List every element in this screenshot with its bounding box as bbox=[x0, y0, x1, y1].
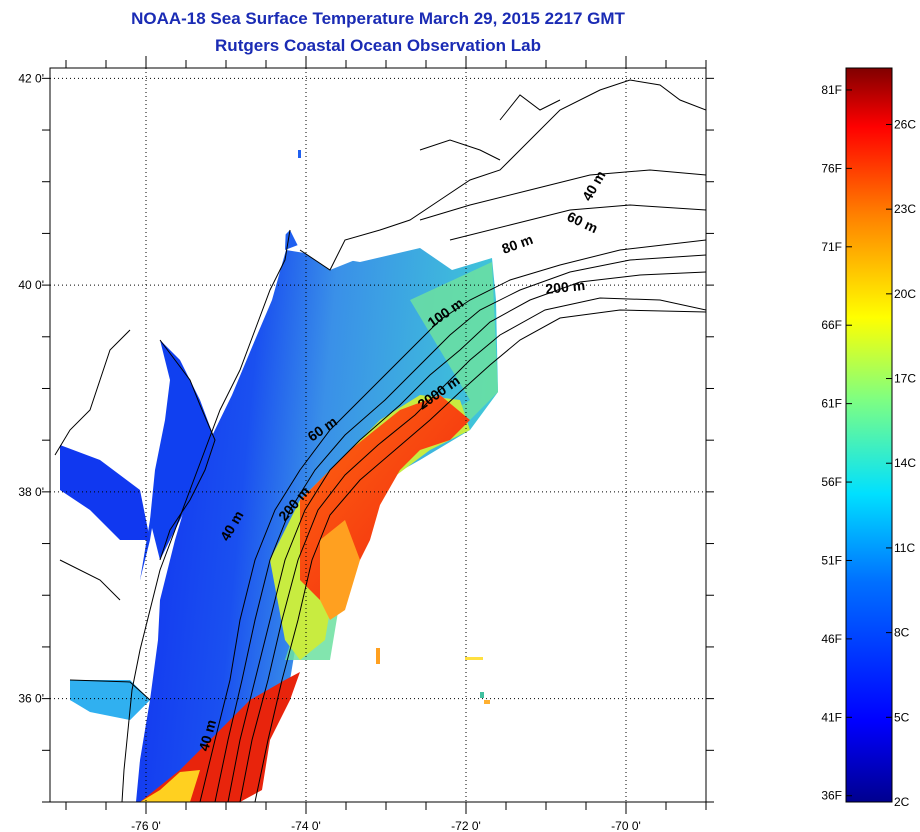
colorbar-c-label: 26C bbox=[894, 117, 916, 131]
map-frame bbox=[49, 67, 707, 803]
colorbar-c-label: 23C bbox=[894, 202, 916, 216]
colorbar-c-label: 14C bbox=[894, 456, 916, 470]
colorbar-c-label: 5C bbox=[894, 710, 910, 724]
colorbar-f-label: 56F bbox=[821, 475, 842, 489]
y-axis-labels: 42 0' 40 0' 38 0' 36 0' bbox=[18, 71, 44, 705]
x-tick-label: -72 0' bbox=[451, 819, 481, 832]
y-tick-label: 42 0' bbox=[18, 71, 44, 85]
bathymetry-contours bbox=[199, 169, 706, 802]
y-tick-label: 38 0' bbox=[18, 485, 44, 499]
colorbar-f-label: 66F bbox=[821, 318, 842, 332]
colorbar-c-label: 20C bbox=[894, 287, 916, 301]
x-tick-label: -76 0' bbox=[131, 819, 161, 832]
map-title-line1: NOAA-18 Sea Surface Temperature March 29… bbox=[131, 9, 625, 28]
colorbar-f-label: 61F bbox=[821, 397, 842, 411]
colorbar-c-label: 2C bbox=[894, 795, 910, 809]
x-tick-label: -70 0' bbox=[611, 819, 641, 832]
colorbar-f-label: 51F bbox=[821, 553, 842, 567]
colorbar-f-label: 71F bbox=[821, 240, 842, 254]
colorbar-scale bbox=[845, 67, 893, 803]
map-title-line2: Rutgers Coastal Ocean Observation Lab bbox=[215, 36, 541, 55]
colorbar-c-label: 8C bbox=[894, 626, 910, 640]
x-axis-labels: -76 0' -74 0' -72 0' -70 0' bbox=[131, 819, 641, 832]
colorbar-f-label: 76F bbox=[821, 161, 842, 175]
y-tick-label: 40 0' bbox=[18, 278, 44, 292]
colorbar-celsius-labels: 26C 23C 20C 17C 14C 11C 8C 5C 2C bbox=[886, 117, 916, 809]
contour-label-40m-south: 40 m bbox=[195, 718, 219, 753]
colorbar-fahrenheit-labels: 81F 76F 71F 66F 61F 56F 51F 46F 41F 36F bbox=[821, 83, 852, 803]
colorbar-f-label: 41F bbox=[821, 710, 842, 724]
colorbar-c-label: 17C bbox=[894, 372, 916, 386]
axis-ticks bbox=[42, 56, 714, 814]
x-tick-label: -74 0' bbox=[291, 819, 321, 832]
graticule bbox=[50, 68, 706, 802]
colorbar-c-label: 11C bbox=[894, 541, 915, 555]
y-tick-label: 36 0' bbox=[18, 692, 44, 706]
colorbar-f-label: 36F bbox=[821, 789, 842, 803]
colorbar-f-label: 81F bbox=[821, 83, 842, 97]
colorbar-f-label: 46F bbox=[821, 632, 842, 646]
contour-label-60m-north: 60 m bbox=[565, 208, 601, 236]
sst-image bbox=[50, 68, 706, 802]
coastline bbox=[54, 79, 706, 802]
contour-label-200m-north: 200 m bbox=[545, 277, 586, 297]
